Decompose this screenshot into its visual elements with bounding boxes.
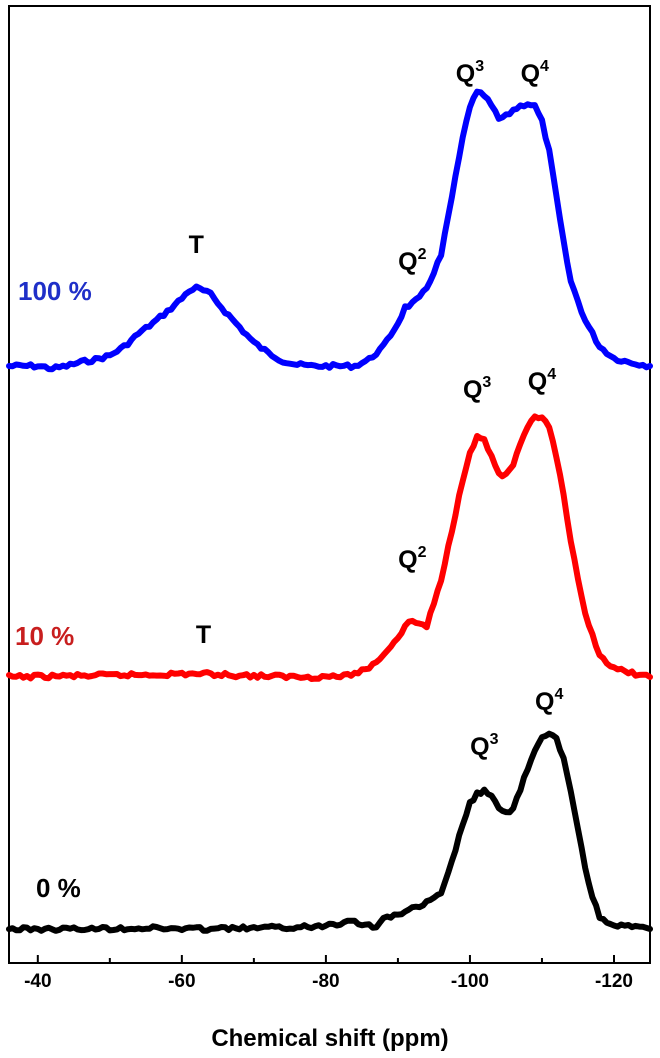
- peak-label-t: T: [196, 621, 211, 649]
- peak-label-q2: Q2: [398, 246, 426, 276]
- spectrum-line-10-percent: [6, 413, 653, 682]
- peak-label-q3: Q3: [456, 58, 484, 88]
- peak-label-q4: Q4: [535, 686, 563, 716]
- peak-label-q3: Q3: [470, 731, 498, 761]
- peak-label-q2: Q2: [398, 544, 426, 574]
- peak-annotations: T Q2 Q3 Q4 T Q2 Q3 Q4 Q3 Q4: [189, 58, 564, 761]
- x-tick-label: -100: [451, 971, 489, 992]
- x-tick-label: -80: [312, 971, 339, 992]
- series-labels: 100 % 10 % 0 %: [15, 276, 92, 903]
- peak-label-q3: Q3: [463, 374, 491, 404]
- x-tick-label: -40: [24, 971, 51, 992]
- peak-label-q4: Q4: [528, 366, 556, 396]
- spectra-curves: [6, 88, 653, 934]
- x-tick-label: -60: [168, 971, 195, 992]
- series-label: 0 %: [36, 873, 81, 903]
- peak-label-q4: Q4: [521, 58, 549, 88]
- series-label: 10 %: [15, 621, 74, 651]
- series-label: 100 %: [18, 276, 92, 306]
- plot-frame: [8, 5, 651, 964]
- spectrum-line-100-percent: [6, 88, 653, 373]
- spectrum-line-0-percent: [6, 730, 653, 934]
- peak-label-t: T: [189, 231, 204, 259]
- x-axis-ticks: -40 -60 -80 -100 -120: [24, 955, 633, 992]
- x-tick-label: -120: [595, 971, 633, 992]
- x-axis-label: Chemical shift (ppm): [211, 1025, 448, 1052]
